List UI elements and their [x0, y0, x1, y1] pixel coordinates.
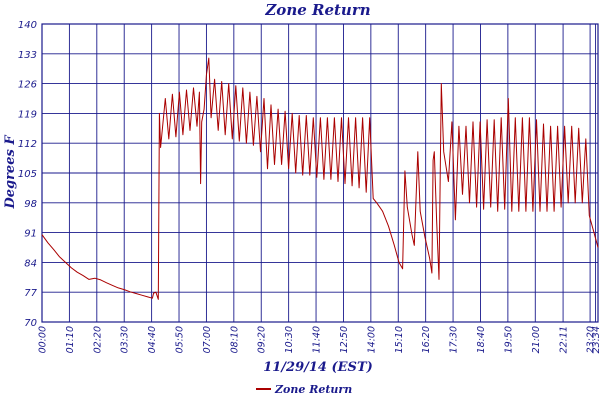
y-tick-label: 84 [24, 258, 37, 269]
x-tick-label: 22:11 [559, 326, 570, 353]
y-tick-label: 112 [18, 139, 37, 150]
y-tick-label: 126 [18, 80, 37, 91]
grid-lines [41, 23, 598, 323]
x-tick-label: 21:00 [531, 326, 542, 353]
x-tick-label: 04:40 [147, 326, 158, 353]
x-tick-label: 15:10 [394, 326, 405, 353]
y-tick-label: 98 [24, 199, 37, 210]
x-tick-label: 19:50 [503, 326, 514, 353]
y-axis-label: Degrees F [3, 135, 18, 210]
y-tick-labels: 70 77 84 91 98 105 112 119 126 133 140 [18, 20, 38, 329]
x-tick-label: 18:40 [476, 326, 487, 353]
y-tick-label: 77 [24, 288, 37, 299]
x-tick-label: 16:20 [421, 326, 432, 353]
x-tick-label: 02:20 [92, 326, 103, 353]
x-tick-labels: 00:00 01:10 02:20 03:30 04:40 05:50 07:00 08:10… [38, 326, 600, 353]
legend: Zone Return [256, 383, 352, 396]
y-tick-label: 70 [24, 318, 37, 329]
chart-title: Zone Return [264, 1, 370, 19]
x-tick-label: 12:50 [339, 326, 350, 353]
x-tick-label: 03:30 [120, 326, 131, 353]
y-tick-label: 91 [24, 229, 37, 240]
x-tick-label: 01:10 [65, 326, 76, 353]
x-tick-label: 23:34 [591, 326, 600, 353]
x-tick-label: 07:00 [202, 326, 213, 353]
y-tick-label: 105 [18, 169, 37, 180]
y-tick-label: 140 [18, 20, 37, 31]
x-tick-label: 23:20 [586, 326, 597, 353]
series-line-zone-return [41, 57, 599, 300]
x-tick-label: 05:50 [175, 326, 186, 353]
x-axis-label: 11/29/14 (EST) [263, 360, 373, 375]
x-tick-label: 11:40 [312, 326, 323, 353]
x-tick-label: 09:20 [257, 326, 268, 353]
x-tick-label: 17:30 [449, 326, 460, 353]
x-tick-label: 10:30 [284, 326, 295, 353]
series-lines [41, 57, 599, 300]
legend-label-zone-return: Zone Return [274, 383, 352, 396]
y-tick-label: 119 [18, 109, 37, 120]
x-tick-label: 00:00 [38, 326, 49, 353]
y-tick-label: 133 [18, 50, 37, 61]
x-tick-label: 08:10 [229, 326, 240, 353]
x-tick-label: 14:00 [366, 326, 377, 353]
